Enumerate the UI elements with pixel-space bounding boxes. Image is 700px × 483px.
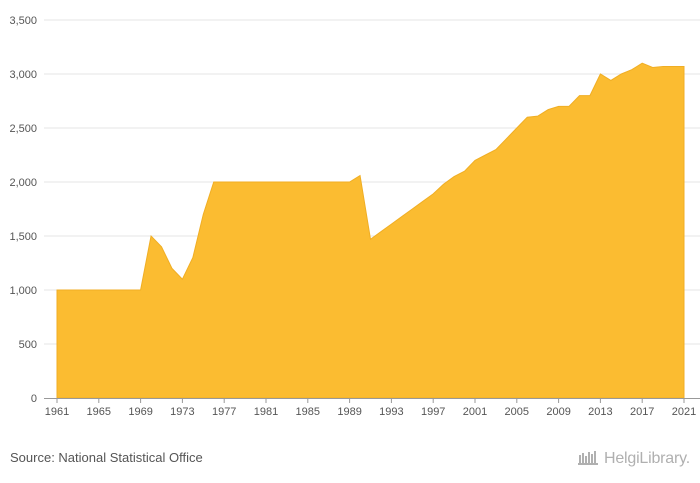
x-tick-label: 1973: [170, 406, 194, 418]
x-tick-label: 2013: [588, 406, 612, 418]
y-tick-label: 3,500: [9, 15, 37, 27]
y-tick-label: 500: [19, 339, 37, 351]
x-tick-label: 1985: [296, 406, 320, 418]
brand-name: HelgiLibrary.: [603, 449, 690, 467]
x-tick-label: 1969: [128, 406, 152, 418]
y-tick-label: 0: [31, 393, 37, 405]
plot-area: [56, 62, 685, 399]
y-tick-label: 2,500: [9, 123, 37, 135]
x-tick-label: 2009: [546, 406, 570, 418]
y-axis: 0 500 1,000 1,500 2,000 2,500 3,000 3,500: [9, 15, 37, 405]
series-area: [56, 62, 685, 399]
x-tick-label: 2001: [463, 406, 487, 418]
source-note: Source: National Statistical Office: [10, 450, 203, 465]
x-tick-label: 2021: [672, 406, 696, 418]
x-tick-label: 1989: [337, 406, 361, 418]
x-tick-label: 1981: [254, 406, 278, 418]
x-tick-label: 1965: [87, 406, 111, 418]
x-tick-label: 2017: [630, 406, 654, 418]
y-tick-label: 2,000: [9, 177, 37, 189]
y-tick-label: 1,500: [9, 231, 37, 243]
x-tick-label: 1961: [45, 406, 69, 418]
x-axis: 1961 1965 1969 1973 1977 1981 1985 1989 1993 1997…: [44, 398, 700, 418]
brand-logo: HelgiLibrary.: [577, 447, 690, 470]
x-tick-label: 1977: [212, 406, 236, 418]
library-logo-icon: [577, 447, 600, 470]
y-tick-label: 3,000: [9, 69, 37, 81]
y-tick-label: 1,000: [9, 285, 37, 297]
x-tick-label: 1993: [379, 406, 403, 418]
x-tick-label: 2005: [505, 406, 529, 418]
x-tick-label: 1997: [421, 406, 445, 418]
